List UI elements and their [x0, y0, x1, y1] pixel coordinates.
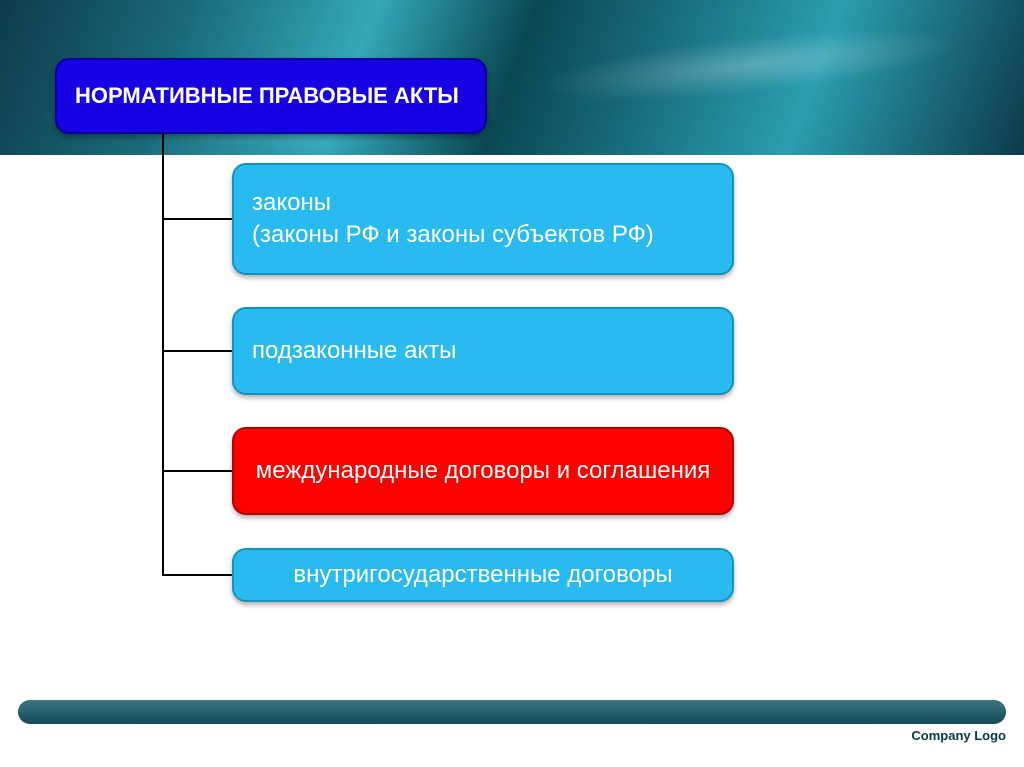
- child-node-1: подзаконные акты: [232, 307, 734, 395]
- connector-h-3: [162, 574, 232, 576]
- child-node-label-2: международные договоры и соглашения: [256, 455, 710, 487]
- child-node-0: законы (законы РФ и законы субъектов РФ): [232, 163, 734, 275]
- footer-logo-text: Company Logo: [911, 728, 1006, 743]
- child-node-label-1: подзаконные акты: [252, 335, 456, 367]
- root-node: НОРМАТИВНЫЕ ПРАВОВЫЕ АКТЫ: [55, 58, 487, 134]
- connector-h-1: [162, 350, 232, 352]
- root-node-label: НОРМАТИВНЫЕ ПРАВОВЫЕ АКТЫ: [75, 83, 459, 109]
- diagram-area: НОРМАТИВНЫЕ ПРАВОВЫЕ АКТЫ законы (законы…: [0, 0, 1024, 767]
- child-node-2: международные договоры и соглашения: [232, 427, 734, 515]
- footer-bar: [18, 700, 1006, 724]
- child-node-label-3: внутригосударственные договоры: [293, 559, 672, 591]
- connector-h-2: [162, 470, 232, 472]
- trunk-line: [162, 134, 164, 575]
- child-node-label-0: законы (законы РФ и законы субъектов РФ): [252, 187, 654, 252]
- connector-h-0: [162, 218, 232, 220]
- child-node-3: внутригосударственные договоры: [232, 548, 734, 602]
